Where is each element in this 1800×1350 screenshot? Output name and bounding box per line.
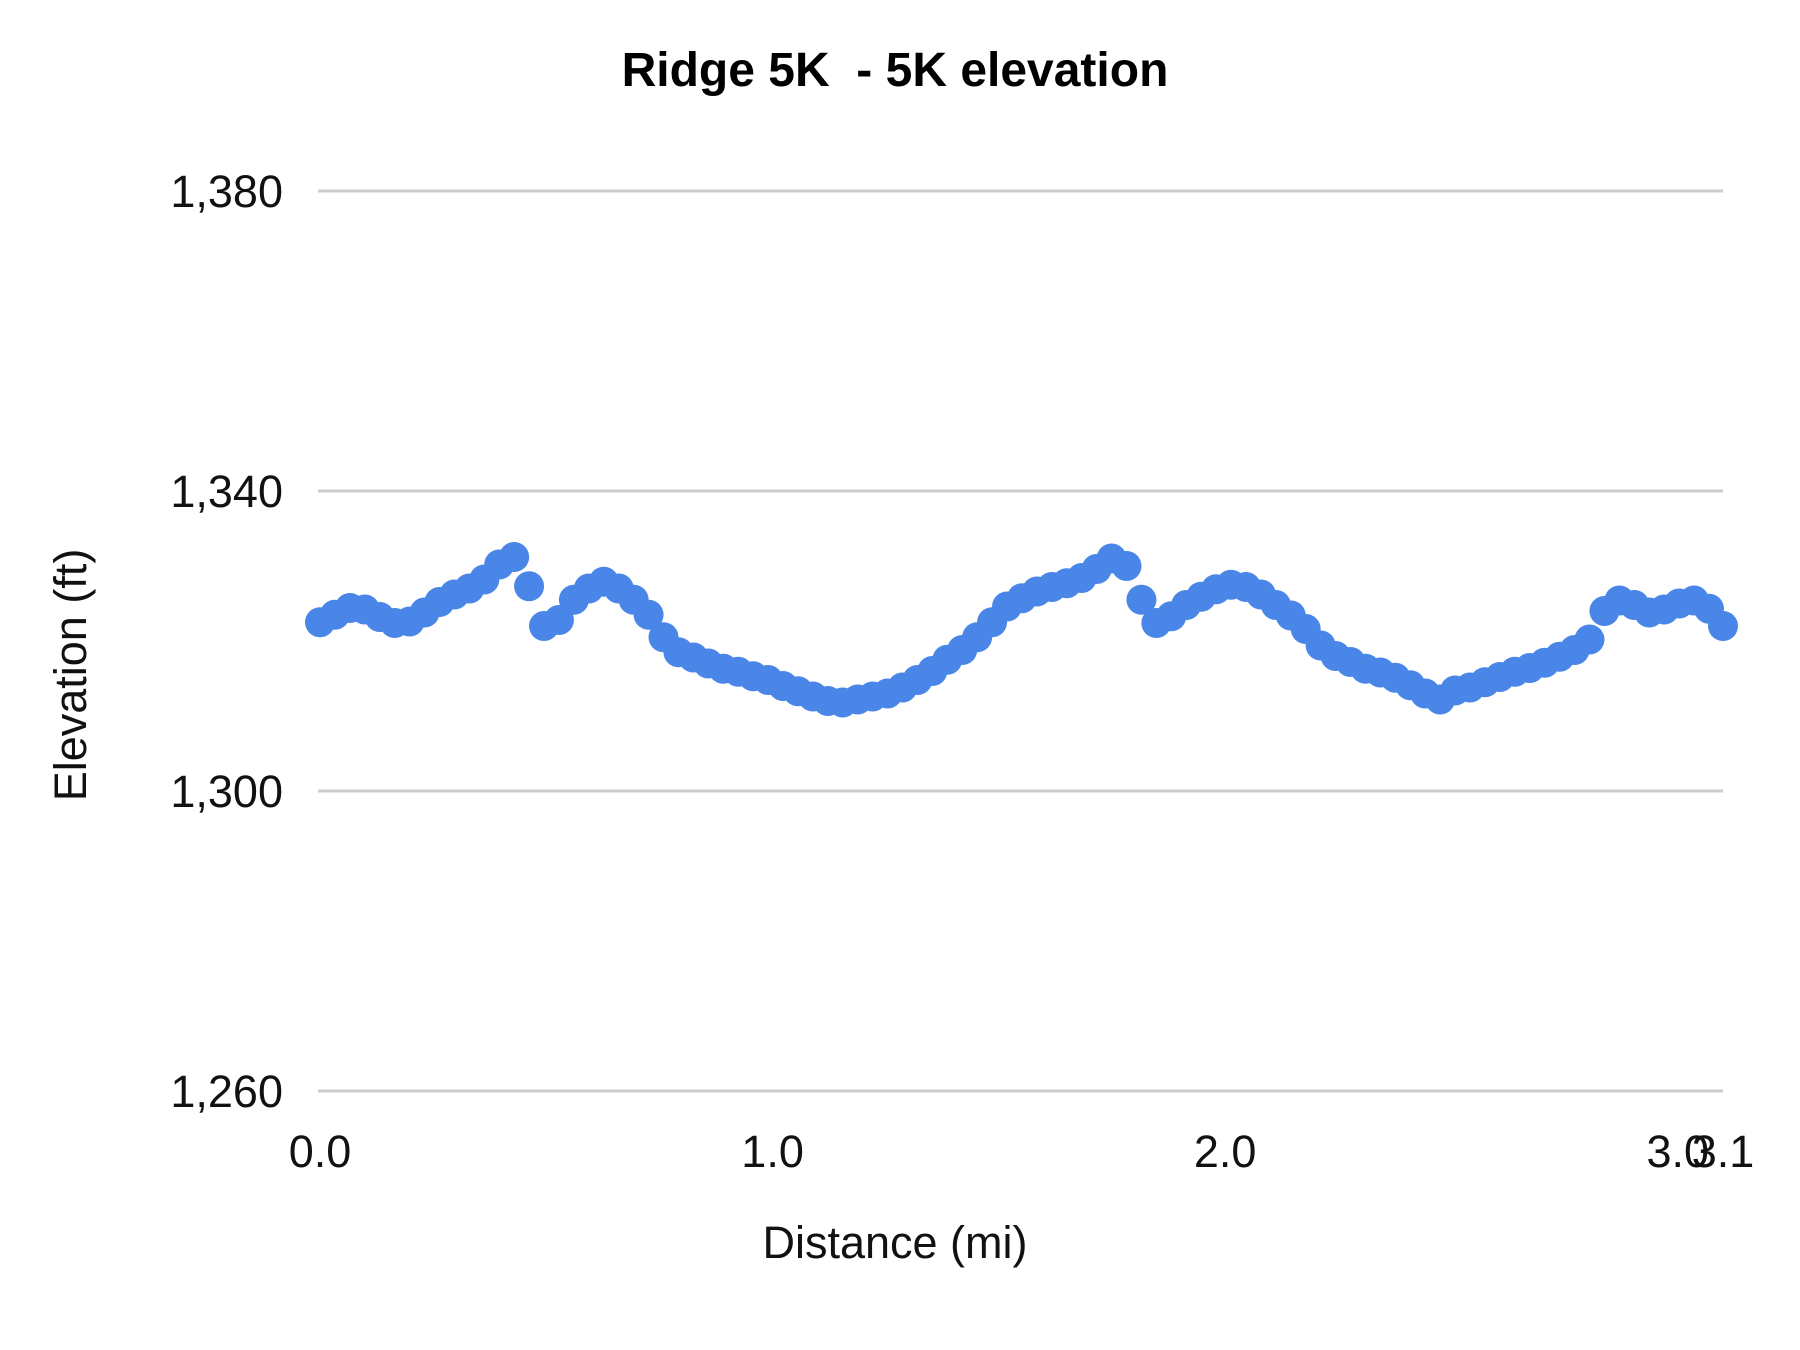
data-point [1126,584,1157,615]
x-tick-label: 0.0 [289,1126,352,1177]
x-axis-tick-labels: 0.0 1.0 2.0 3.03.1 [289,1126,1755,1177]
y-axis-tick-labels: 1,260 1,300 1,340 1,380 [170,166,283,1117]
data-point [633,599,664,630]
y-axis-title: Elevation (ft) [45,549,96,802]
data-point [499,542,530,572]
data-point [1574,624,1605,655]
gridlines [318,189,1723,1093]
data-point [1708,611,1738,641]
x-tick-label: 1.0 [741,1126,804,1177]
y-tick-label: 1,300 [170,766,283,817]
x-tick-label: 3.1 [1692,1126,1755,1177]
chart-title: Ridge 5K - 5K elevation [622,44,1169,97]
data-point [514,571,545,602]
y-tick-label: 1,380 [170,166,283,217]
y-tick-label: 1,260 [170,1066,283,1117]
x-tick-label: 2.0 [1194,1126,1257,1177]
x-tick-label: 3.0 [1646,1126,1709,1177]
x-axis-title: Distance (mi) [762,1217,1027,1268]
elevation-series [305,542,1738,718]
y-tick-label: 1,340 [170,466,283,517]
data-point [1111,551,1142,581]
